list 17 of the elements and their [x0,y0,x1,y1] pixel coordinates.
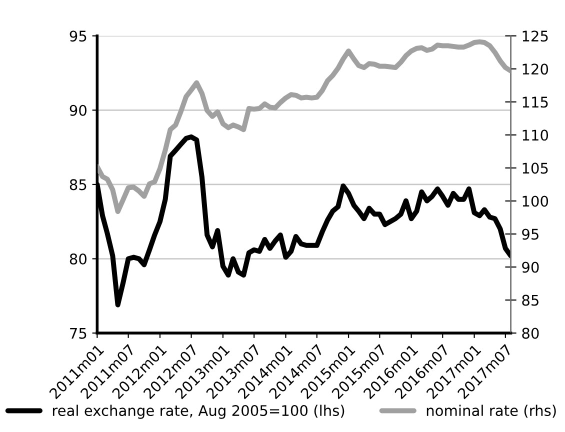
y2-tick-label: 95 [522,228,538,240]
y-tick-label: 85 [70,179,86,190]
y-tick-label: 80 [70,253,86,265]
y2-tick-label: 85 [522,294,538,306]
y2-tick-label: 80 [522,328,539,339]
y-tick-label: 75 [70,328,86,339]
legend-label: real exchange rate, Aug 2005=100 (lhs) [52,404,344,419]
y2-tick-label: 120 [522,64,548,75]
y2-tick-label: 105 [522,162,548,174]
y2-tick-label: 125 [522,30,548,42]
y-tick-label: 90 [70,104,86,116]
legend-label: nominal rate (rhs) [426,404,556,418]
y2-tick-label: 90 [522,262,539,273]
y-tick-label: 95 [70,30,86,42]
y2-tick-label: 110 [522,130,548,141]
y2-tick-label: 115 [522,96,548,108]
y2-tick-label: 100 [522,196,548,207]
